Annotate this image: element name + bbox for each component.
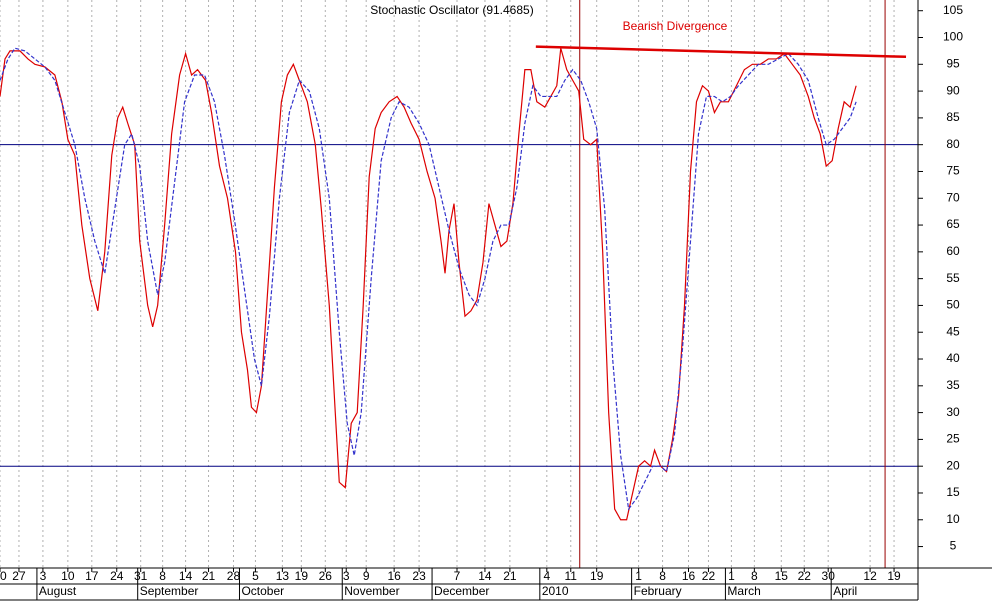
y-tick-label: 30: [946, 405, 960, 419]
x-tick-label: 7: [454, 569, 461, 583]
x-tick-label: 28: [227, 569, 241, 583]
x-tick-label: 13: [276, 569, 290, 583]
x-tick-label: 22: [702, 569, 716, 583]
y-tick-label: 45: [946, 324, 960, 338]
y-tick-label: 100: [943, 30, 963, 44]
y-tick-label: 55: [946, 271, 960, 285]
x-tick-label: 15: [775, 569, 789, 583]
y-tick-label: 90: [946, 83, 960, 97]
y-tick-label: 70: [946, 190, 960, 204]
month-label: April: [833, 584, 857, 598]
series-line: [0, 47, 857, 511]
y-tick-label: 35: [946, 378, 960, 392]
month-label: November: [344, 584, 399, 598]
x-tick-label: 17: [85, 569, 99, 583]
x-tick-label: 5: [252, 569, 259, 583]
x-tick-label: 27: [12, 569, 26, 583]
x-tick-label: 19: [295, 569, 309, 583]
x-tick-label: 8: [659, 569, 666, 583]
trendline: [535, 45, 907, 59]
y-tick-label: 60: [946, 244, 960, 258]
x-tick-label: 9: [363, 569, 370, 583]
marks-layer: [0, 45, 907, 521]
x-tick-label: 31: [134, 569, 148, 583]
grid-layer: [0, 0, 918, 568]
x-tick-label: 20: [0, 569, 7, 583]
y-tick-label: 25: [946, 432, 960, 446]
x-tick-label: 30: [822, 569, 836, 583]
x-tick-label: 10: [61, 569, 75, 583]
x-tick-label: 1: [728, 569, 735, 583]
month-label: August: [39, 584, 77, 598]
x-tick-label: 22: [798, 569, 812, 583]
y-tick-label: 65: [946, 217, 960, 231]
y-tick-label: 85: [946, 110, 960, 124]
series-line: [0, 48, 857, 521]
x-tick-label: 8: [159, 569, 166, 583]
month-label: March: [727, 584, 760, 598]
x-tick-label: 3: [343, 569, 350, 583]
y-tick-label: 95: [946, 56, 960, 70]
x-tick-label: 26: [319, 569, 333, 583]
y-tick-label: 5: [950, 539, 957, 553]
y-tick-label: 15: [946, 485, 960, 499]
y-tick-label: 10: [946, 512, 960, 526]
month-label: December: [434, 584, 489, 598]
month-label: September: [140, 584, 199, 598]
y-tick-label: 105: [943, 3, 963, 17]
x-tick-label: 21: [202, 569, 216, 583]
y-tick-label: 75: [946, 164, 960, 178]
x-tick-label: 19: [590, 569, 604, 583]
x-tick-label: 14: [179, 569, 193, 583]
month-label: October: [241, 584, 284, 598]
x-tick-label: 1: [635, 569, 642, 583]
x-tick-label: 8: [751, 569, 758, 583]
month-label: February: [634, 584, 682, 598]
x-tick-label: 24: [110, 569, 124, 583]
x-tick-label: 3: [40, 569, 47, 583]
x-tick-label: 16: [682, 569, 696, 583]
y-tick-label: 80: [946, 137, 960, 151]
y-tick-label: 40: [946, 351, 960, 365]
x-tick-label: 21: [503, 569, 517, 583]
x-tick-label: 12: [863, 569, 877, 583]
x-tick-label: 4: [543, 569, 550, 583]
x-tick-label: 16: [387, 569, 401, 583]
annotation: Bearish Divergence: [623, 19, 728, 33]
chart-title: Stochastic Oscillator (91.4685): [370, 3, 533, 17]
x-tick-label: 11: [565, 569, 578, 583]
x-tick-label: 14: [478, 569, 492, 583]
x-tick-label: 23: [412, 569, 426, 583]
x-tick-label: 19: [887, 569, 901, 583]
month-label: 2010: [542, 584, 569, 598]
y-tick-label: 20: [946, 458, 960, 472]
y-tick-label: 50: [946, 298, 960, 312]
